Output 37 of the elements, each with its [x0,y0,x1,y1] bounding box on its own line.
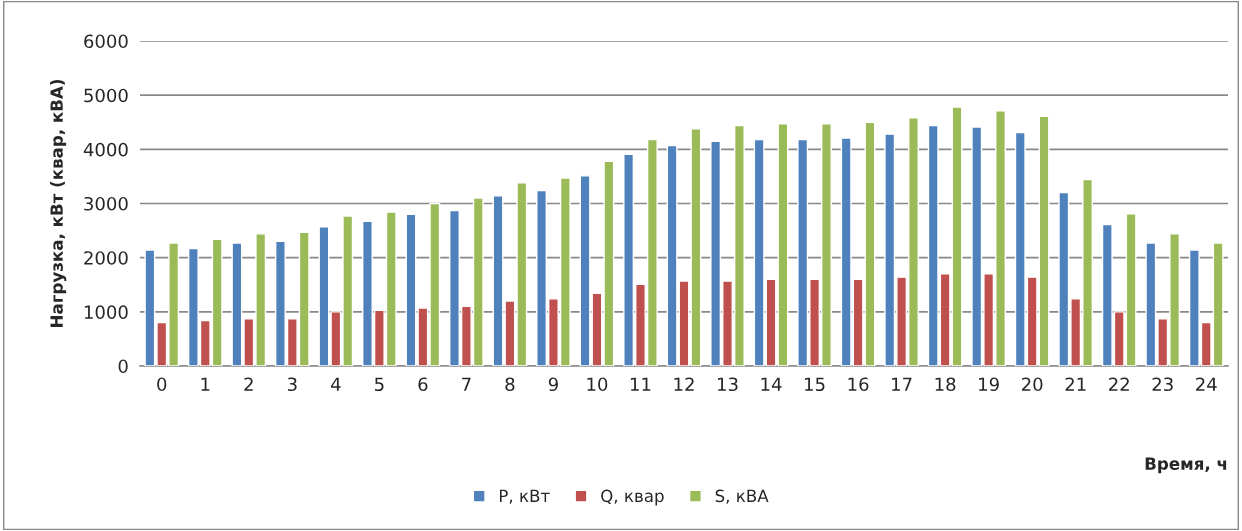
y-tick-label: 2000 [84,251,128,265]
x-tick-label: 15 [805,377,825,392]
x-tick-label: 23 [1152,377,1173,392]
x-tick-label: 12 [674,377,694,391]
x-tick-label: 7 [462,377,471,391]
legend-label: Q, квар [601,489,664,506]
x-tick-label: 2 [244,377,253,391]
x-tick-label: 11 [630,377,651,391]
y-tick-label: 0 [118,359,128,374]
x-tick-label: 16 [848,377,869,392]
x-tick-label: 18 [935,377,956,392]
y-tick-label: 5000 [84,88,128,103]
x-tick-label: 3 [287,377,297,392]
x-tick-label: 1 [201,377,210,391]
x-tick-label: 10 [587,377,608,392]
x-tick-label: 8 [505,377,515,392]
x-tick-label: 24 [1196,377,1217,391]
y-tick-label: 4000 [83,142,128,157]
x-tick-label: 20 [1022,377,1043,392]
y-tick-label: 1000 [84,305,128,319]
x-tick-label: 5 [375,377,384,392]
y-tick-label: 3000 [84,196,128,211]
y-axis-title: Нагрузка, кВт (квар, кВА) [50,80,67,327]
legend-label: P, кВт [499,489,550,504]
y-tick-label: 6000 [84,34,128,49]
x-tick-label: 17 [892,377,912,391]
x-tick-label: 19 [979,377,999,392]
x-tick-label: 6 [418,377,428,392]
x-tick-label: 4 [330,377,341,391]
x-tick-label: 0 [157,377,167,392]
x-axis-title: Время, ч [1145,457,1227,474]
x-tick-label: 14 [761,377,782,391]
x-tick-label: 21 [1065,377,1086,391]
x-tick-label: 22 [1109,377,1129,391]
x-tick-label: 9 [548,377,558,392]
x-tick-label: 13 [718,377,738,392]
legend-label: S, кВА [715,489,769,504]
